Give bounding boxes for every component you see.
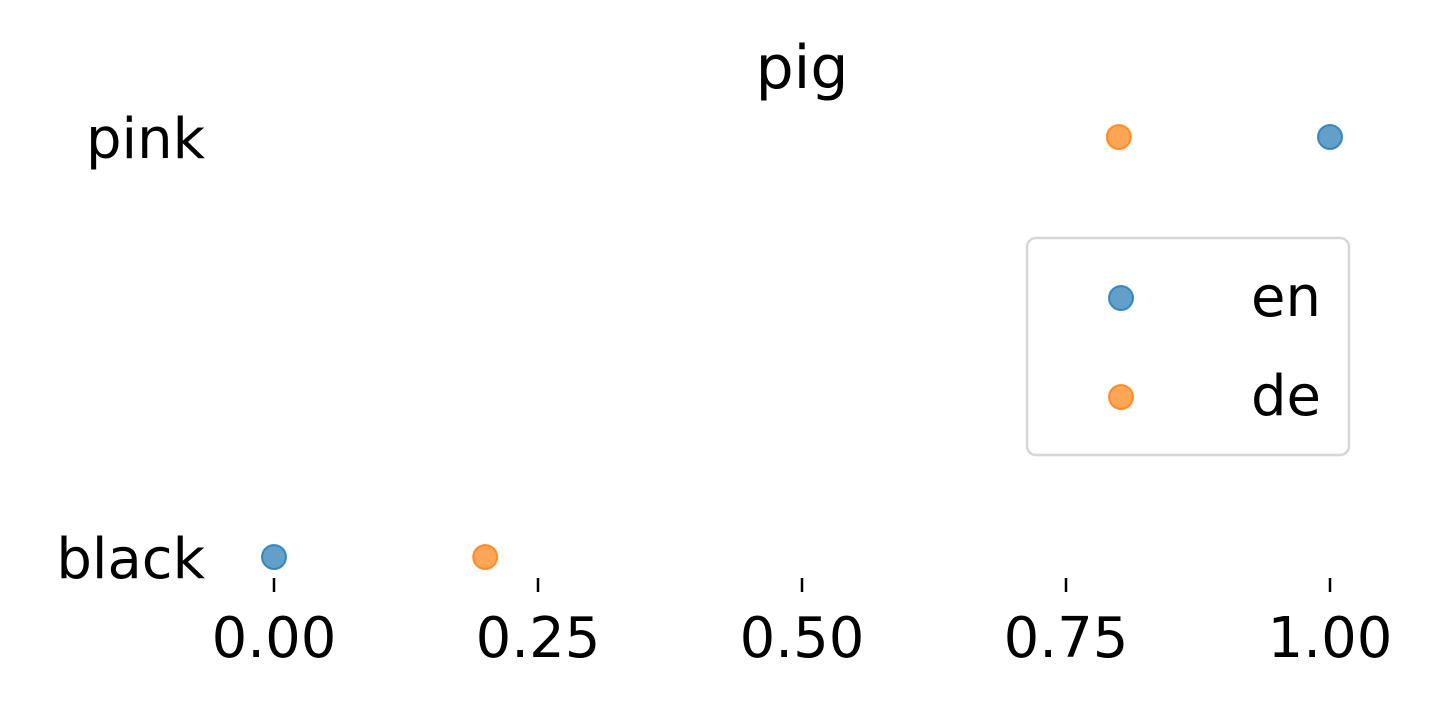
data-point-de-black <box>472 544 499 570</box>
y-axis-labels: black pink <box>56 107 205 592</box>
legend-frame <box>1025 236 1351 457</box>
y-tick-label-pink: pink <box>86 107 206 172</box>
data-point-en-black <box>261 544 287 570</box>
y-tick-label-black: black <box>56 527 205 592</box>
x-tick-label: 0.50 <box>740 606 865 671</box>
legend-label-de: de <box>1251 364 1321 429</box>
x-axis: 0.00 0.25 0.50 0.75 1.00 <box>212 578 1393 671</box>
x-tick-label: 1.00 <box>1268 606 1393 671</box>
legend-marker-en <box>1108 285 1134 311</box>
data-point-en-pink <box>1317 124 1343 150</box>
data-points <box>261 124 1343 570</box>
x-tick-label: 0.75 <box>1004 606 1129 671</box>
data-point-de-pink <box>1105 124 1132 150</box>
legend-label-en: en <box>1251 265 1321 330</box>
legend-marker-de <box>1108 384 1134 410</box>
chart-title: pig <box>756 33 849 103</box>
x-tick-label: 0.25 <box>476 606 601 671</box>
legend: en de <box>1025 236 1351 457</box>
x-tick-label: 0.00 <box>212 606 337 671</box>
